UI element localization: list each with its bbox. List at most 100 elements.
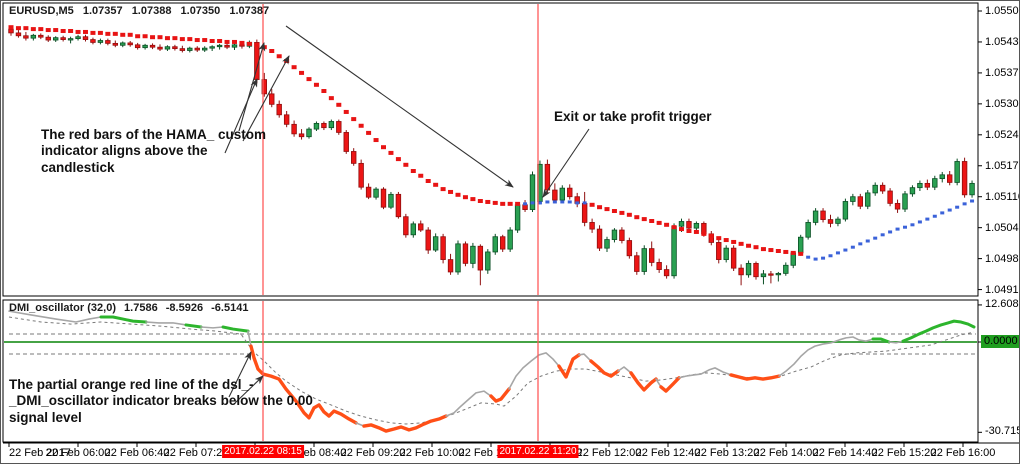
hama-dot <box>425 179 431 183</box>
dmi-main-line <box>445 390 492 417</box>
hama-dot <box>217 39 223 43</box>
hama-dot <box>686 229 692 233</box>
price-tick-label: 1.05370 <box>985 66 1019 79</box>
hama-dot <box>328 96 334 101</box>
hama-dot <box>888 230 893 234</box>
time-tick-label: 22 Feb 13:20 <box>694 447 760 459</box>
hama-dot <box>515 201 521 206</box>
dmi-signal-line <box>8 316 975 425</box>
dmi-main-line <box>489 387 511 403</box>
ohlc-close: 1.07387 <box>229 5 270 17</box>
ohlc-low: 1.07350 <box>180 5 221 17</box>
hama-dot <box>895 227 900 231</box>
hama-dot <box>731 239 737 244</box>
dmi-main-line <box>901 319 976 343</box>
price-panel-frame <box>2 2 979 297</box>
hama-dot <box>537 201 542 205</box>
hama-dot <box>209 39 215 43</box>
dmi-indicator-header: DMI_oscillator (32,0) 1.7586 -8.5926 -6.… <box>9 302 253 314</box>
hama-dot <box>873 236 878 240</box>
hama-dot <box>664 222 670 227</box>
hama-dot <box>858 242 863 246</box>
hama-dot <box>120 32 126 37</box>
hama-dot <box>462 195 468 200</box>
hama-dot <box>880 233 885 237</box>
hama-dot <box>806 255 811 259</box>
hama-dot <box>276 54 282 59</box>
hama-dot <box>783 249 789 254</box>
hama-dot <box>604 207 610 212</box>
dmi-main-line <box>617 366 632 374</box>
dmi-main-line <box>729 373 781 381</box>
annotation-arrow <box>542 128 590 198</box>
hama-dot <box>83 29 88 34</box>
zero-level-price-box: 0.0000 <box>981 335 1019 348</box>
dmi-oscillator-plot[interactable] <box>4 310 977 433</box>
time-tick-label: 22 Feb 16:00 <box>930 447 996 459</box>
hama-dot <box>575 201 580 205</box>
hama-dot <box>164 36 170 41</box>
hama-dot <box>358 123 364 128</box>
hama-dot <box>254 42 260 47</box>
hama-dot <box>299 70 305 75</box>
hama-dot <box>828 254 833 258</box>
hama-dot <box>38 27 44 32</box>
event-time-marker: 2017.02.22 08:15 <box>222 445 304 458</box>
annotation-arrow <box>238 42 266 132</box>
hama-dot <box>343 109 349 114</box>
hama-dot <box>611 209 617 213</box>
hama-dot <box>45 28 51 33</box>
dmi-main-line <box>778 336 874 377</box>
hama-dot <box>552 200 557 204</box>
oscillator-tick-label: 12.6083 <box>985 297 1019 310</box>
dmi-main-line <box>578 353 592 362</box>
hama-dot <box>30 27 36 32</box>
dmi-main-line <box>678 367 732 379</box>
hama-dot <box>269 49 275 53</box>
dsl-annotation-text: The partial orange red line of the dsl_-… <box>9 377 313 425</box>
hama-dot <box>455 192 461 197</box>
hama-dot <box>15 26 21 31</box>
hama-dot <box>142 34 148 39</box>
hama-dot <box>53 28 59 33</box>
hama-dot <box>410 169 416 173</box>
hama-dot <box>470 197 476 202</box>
hama-dot <box>582 201 587 205</box>
hama-dot <box>716 236 722 241</box>
hama-dot <box>693 229 699 234</box>
time-tick-label: 22 Feb 12:00 <box>576 447 642 459</box>
hama-dot <box>388 150 394 155</box>
hama-dot <box>768 248 774 253</box>
event-time-marker: 2017.02.22 11:20 <box>497 445 579 458</box>
dmi-main-line <box>221 325 250 333</box>
hama-dot <box>306 77 312 82</box>
hama-dot <box>843 248 848 252</box>
time-tick-label: 22 Feb 15:20 <box>871 447 937 459</box>
hama-dot <box>626 212 632 217</box>
dmi-main-line <box>871 337 891 344</box>
price-tick-label: 1.05305 <box>985 97 1019 110</box>
hama-dot <box>679 227 684 232</box>
hama-dot <box>597 205 603 210</box>
hama-dot <box>492 200 498 205</box>
hama-dot <box>127 32 133 37</box>
hama-dot <box>157 35 163 40</box>
hama-dot <box>246 41 252 46</box>
hama-dot <box>8 25 14 30</box>
hama-dot <box>671 225 677 230</box>
time-axis: 22 Feb 2017 22 Feb 06:00 22 Feb 06:40 22 Fe… <box>1 444 1019 463</box>
annotation-arrow <box>228 351 252 398</box>
dmi-title: DMI_oscillator (32,0) <box>9 302 116 314</box>
hama-dot <box>232 39 237 44</box>
hama-dot <box>75 29 81 34</box>
hama-dot <box>194 38 200 43</box>
candlestick-plot[interactable] <box>8 25 975 286</box>
hama-dot <box>738 241 744 246</box>
hama-dot <box>105 31 111 36</box>
hama-dot <box>865 239 870 243</box>
dmi-main-line <box>184 323 203 329</box>
hama-dot <box>701 231 707 236</box>
price-tick-label: 1.04980 <box>985 252 1019 265</box>
hama-dot <box>925 217 930 221</box>
